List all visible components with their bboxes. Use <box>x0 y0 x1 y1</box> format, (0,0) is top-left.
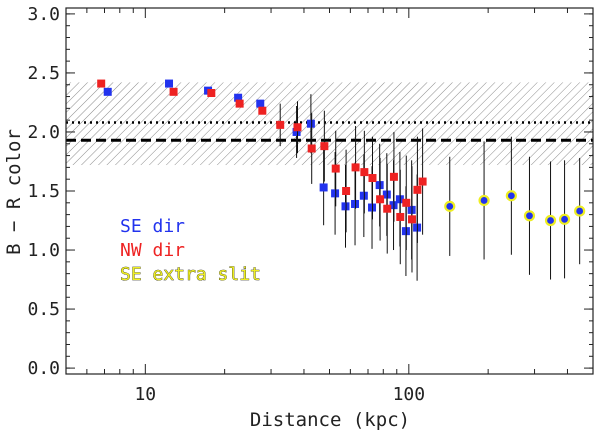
se-extra-slit-point <box>505 190 517 202</box>
nw-dir-point <box>418 177 427 186</box>
x-tick-label: 10 <box>134 384 156 405</box>
nw-dir-point <box>389 172 398 181</box>
nw-dir-point <box>407 215 416 224</box>
nw-dir-point <box>97 79 106 88</box>
nw-dir-point <box>376 195 385 204</box>
nw-dir-point <box>258 106 267 115</box>
se-dir-point <box>319 183 328 192</box>
nw-dir-point <box>276 120 285 129</box>
se-dir-point <box>256 99 265 108</box>
legend-se-extra-slit: SE extra slit <box>120 264 261 285</box>
nw-dir-point <box>368 174 377 183</box>
y-tick-label: 2.5 <box>27 63 60 84</box>
y-axis-label: B − R color <box>3 129 25 255</box>
nw-dir-point <box>169 87 178 96</box>
se-dir-point <box>351 199 360 208</box>
nw-dir-point <box>207 89 216 98</box>
se-extra-slit-point <box>523 210 536 222</box>
se-extra-slit-point <box>478 194 490 207</box>
y-tick-label: 2.0 <box>27 122 60 143</box>
nw-dir-point <box>235 99 244 108</box>
nw-dir-point <box>307 144 316 153</box>
nw-dir-point <box>402 198 411 207</box>
legend-nw-dir: NW dir <box>120 240 185 261</box>
se-extra-slit-point <box>558 213 571 225</box>
se-dir-point <box>341 202 350 211</box>
y-tick-label: 0.5 <box>27 299 60 320</box>
legend: SE dir NW dir SE extra slit <box>120 216 261 285</box>
y-tick-label: 1.5 <box>27 181 60 202</box>
se-dir-point <box>292 127 301 136</box>
nw-dir-point <box>360 168 369 177</box>
legend-se-dir: SE dir <box>120 216 185 237</box>
se-dir-point <box>331 189 340 198</box>
se-extra-slit-point <box>444 200 456 212</box>
se-dir-point <box>165 79 174 88</box>
nw-dir-point <box>320 142 329 151</box>
se-dir-point <box>359 191 368 200</box>
nw-dir-point <box>342 187 351 195</box>
nw-dir-point <box>331 164 340 173</box>
y-tick-label: 1.0 <box>27 240 60 261</box>
nw-dir-point <box>293 123 302 132</box>
nw-dir-point <box>351 163 360 172</box>
se-dir-point <box>306 119 315 128</box>
se-extra-slit-point <box>544 214 557 227</box>
y-tick-label: 0.0 <box>27 358 60 379</box>
x-axis-label: Distance (kpc) <box>250 409 410 431</box>
nw-dir-point <box>413 185 422 194</box>
nw-dir-point <box>396 212 405 221</box>
x-tick-label: 100 <box>393 384 426 405</box>
y-tick-label: 3.0 <box>27 4 60 25</box>
se-dir-point <box>234 93 243 102</box>
nw-dir-point <box>383 204 392 213</box>
se-extra-slit-point <box>574 205 586 217</box>
se-dir-point <box>103 87 112 96</box>
